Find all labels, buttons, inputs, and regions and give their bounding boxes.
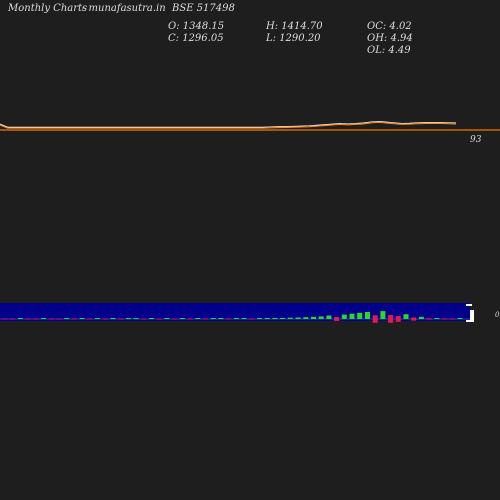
candle-up xyxy=(418,316,424,319)
ol-value: OL: 4.49 xyxy=(367,45,411,56)
candle-down xyxy=(2,318,8,320)
oh-value: OH: 4.94 xyxy=(367,33,413,44)
candle-up xyxy=(280,317,286,319)
candle-up xyxy=(434,318,440,319)
candle-down xyxy=(102,318,108,320)
tail-mark xyxy=(470,310,474,322)
chart-period-label: Monthly Charts xyxy=(8,3,88,14)
candle-down xyxy=(48,318,54,320)
candle-down xyxy=(172,318,178,320)
candle-down xyxy=(71,318,77,320)
candle-up xyxy=(272,317,278,319)
candle-up xyxy=(311,316,316,319)
candle-down xyxy=(56,318,62,320)
candle-down xyxy=(226,318,232,320)
candle-down xyxy=(33,318,39,320)
volume-panel xyxy=(0,303,474,323)
candle-up xyxy=(149,318,154,319)
candle-down xyxy=(10,318,16,320)
candle-up xyxy=(17,318,23,319)
candle-down xyxy=(442,318,448,320)
candle-up xyxy=(64,318,70,319)
candle-down xyxy=(25,318,31,320)
candle-up xyxy=(241,318,247,319)
candle-down xyxy=(388,315,394,323)
candle-up xyxy=(341,314,347,319)
candle-up xyxy=(457,318,463,319)
candle-down xyxy=(449,318,455,320)
candle-up xyxy=(403,314,409,319)
candle-down xyxy=(395,316,401,322)
price-line xyxy=(0,121,457,129)
site-label: - munafasutra.in xyxy=(82,3,166,14)
candle-up xyxy=(264,318,270,319)
candle-down xyxy=(203,318,208,320)
candle-up xyxy=(95,318,100,319)
candle-down xyxy=(411,317,417,321)
candle-up xyxy=(79,318,85,319)
candle-up xyxy=(295,317,301,319)
candle-up xyxy=(125,318,131,319)
close-value: C: 1296.05 xyxy=(168,33,224,44)
candle-up xyxy=(110,318,116,319)
symbol-label: BSE 517498 xyxy=(172,3,235,14)
candle-down xyxy=(334,317,340,321)
price-panel xyxy=(0,120,500,131)
candle-up xyxy=(257,318,262,319)
candle-down xyxy=(141,318,147,320)
tail-mark xyxy=(466,304,472,306)
candle-up xyxy=(357,312,363,319)
price-line-highlight xyxy=(0,120,457,128)
candle-up xyxy=(218,318,224,319)
candle-down xyxy=(249,318,255,320)
candle-up xyxy=(179,318,185,319)
candle-up xyxy=(287,317,293,319)
candle-up xyxy=(303,317,309,319)
candle-up xyxy=(133,318,139,319)
high-value: H: 1414.70 xyxy=(266,21,323,32)
candle-up xyxy=(349,313,355,319)
open-value: O: 1348.15 xyxy=(168,21,225,32)
candle-up xyxy=(164,318,170,319)
low-value: L: 1290.20 xyxy=(266,33,321,44)
oc-value: OC: 4.02 xyxy=(367,21,412,32)
candle-up xyxy=(210,318,216,319)
candle-up xyxy=(41,318,47,319)
volume-axis-label: 0 xyxy=(495,311,500,319)
candle-up xyxy=(195,318,201,319)
candle-up xyxy=(365,312,370,319)
candle-up xyxy=(318,316,324,319)
candle-down xyxy=(426,318,432,320)
candle-down xyxy=(87,318,93,320)
candle-down xyxy=(372,315,378,323)
price-axis-label: 93 xyxy=(470,135,482,145)
candle-up xyxy=(380,311,386,319)
tail-mark xyxy=(466,320,472,322)
candle-up xyxy=(326,315,332,319)
candle-down xyxy=(118,318,124,320)
candle-up xyxy=(233,318,239,319)
candle-down xyxy=(156,318,162,320)
candle-down xyxy=(187,318,193,320)
